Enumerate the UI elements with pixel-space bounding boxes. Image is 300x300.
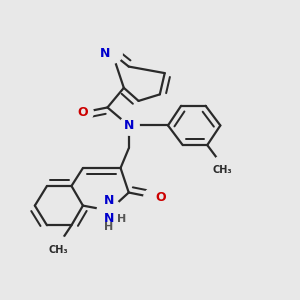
Text: O: O [78,106,88,119]
Text: H: H [117,214,127,224]
Text: CH₃: CH₃ [49,245,68,255]
Text: N: N [124,119,134,132]
Text: N: N [104,194,114,207]
Text: CH₃: CH₃ [212,165,232,175]
Text: N: N [100,47,111,60]
Text: N: N [104,212,114,225]
Text: H: H [104,222,114,232]
Text: O: O [155,191,166,204]
